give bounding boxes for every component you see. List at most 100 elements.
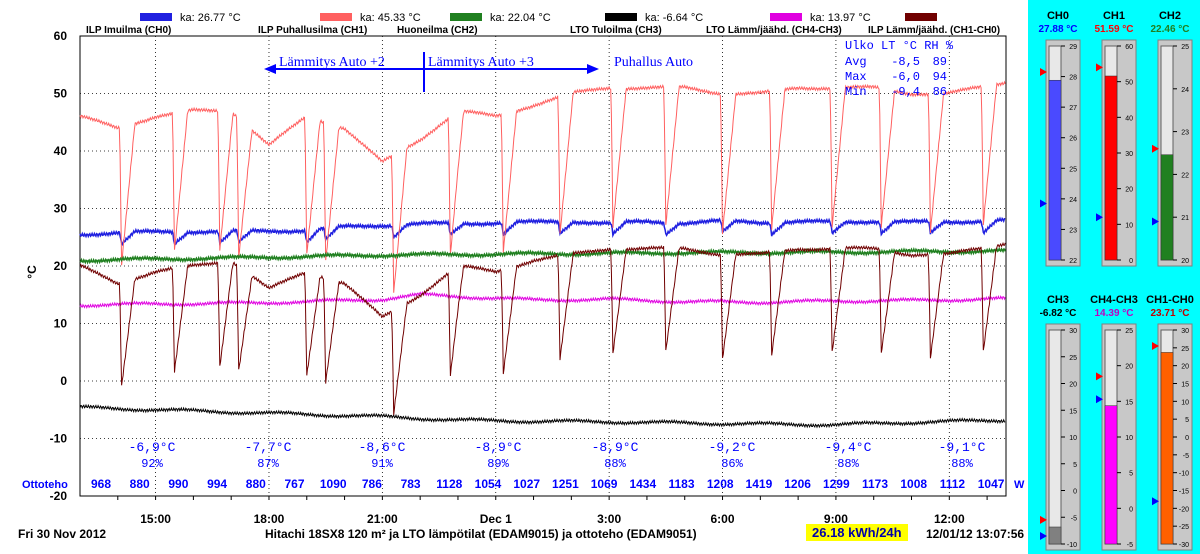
gauge-fill xyxy=(1048,79,1062,261)
gauge-name: CH2 xyxy=(1158,10,1181,22)
min-marker xyxy=(1096,213,1103,222)
gauge-value: 51.59 °C xyxy=(1094,24,1134,35)
gauge-tick-label: 25 xyxy=(1125,328,1133,335)
ottoteho-label: Ottoteho xyxy=(22,479,68,491)
gauge-tick-label: 0 xyxy=(1073,489,1077,496)
gauge-tick-label: 22 xyxy=(1181,172,1189,179)
min-marker xyxy=(1040,531,1047,540)
weather-rh: 89% xyxy=(487,457,509,471)
gauge-ch3: CH3 -6.82 °C -10 -5 0 5 10 15 20 25 30 xyxy=(1032,294,1084,551)
series-line-1 xyxy=(79,80,1006,293)
y-tick-label: 10 xyxy=(54,317,68,331)
ottoteho-value: 1008 xyxy=(900,477,927,491)
weather-temp: -8,9°C xyxy=(592,440,639,455)
gauge-tick-label: 20 xyxy=(1125,187,1133,194)
y-tick-label: -10 xyxy=(50,432,68,446)
gauge-tick-label: 50 xyxy=(1125,80,1133,87)
gauge-tick-label: 0 xyxy=(1129,506,1133,513)
x-tick-label: 6:00 xyxy=(711,512,735,526)
gauge-tick-label: 22 xyxy=(1069,258,1077,265)
gauge-tick-label: 20 xyxy=(1125,364,1133,371)
min-marker xyxy=(1152,497,1159,506)
gauge-ch2: CH2 22.46 °C 20 21 22 23 24 25 xyxy=(1144,10,1196,267)
stats-label: Min xyxy=(845,85,867,99)
gauge-tube xyxy=(1048,329,1062,545)
date-label: Fri 30 Nov 2012 xyxy=(18,527,107,541)
weather-rh: 91% xyxy=(371,457,393,471)
weather-rh: 86% xyxy=(721,457,743,471)
weather-rh: 88% xyxy=(837,457,859,471)
gauge-graphic: -5 0 5 10 15 20 25 xyxy=(1096,323,1137,551)
gauge-tick-label: 25 xyxy=(1069,166,1077,173)
gauge-tick-label: -25 xyxy=(1179,524,1189,531)
gauge-tick-label: 30 xyxy=(1125,151,1133,158)
weather-temp: -9,4°C xyxy=(825,440,872,455)
ottoteho-value: 1434 xyxy=(629,477,656,491)
ottoteho-value: 968 xyxy=(91,477,111,491)
gauge-tick-label: 5 xyxy=(1185,417,1189,424)
gauge-graphic: 0 10 20 30 40 50 60 xyxy=(1096,39,1137,267)
gauge-tick-label: 23 xyxy=(1069,227,1077,234)
weather-rh: 88% xyxy=(951,457,973,471)
ottoteho-value: 1069 xyxy=(591,477,618,491)
ottoteho-value: 880 xyxy=(130,477,150,491)
legend-average: ka: 45.33 °C xyxy=(360,12,421,24)
weather-temp: -9,1°C xyxy=(939,440,986,455)
gauge-tick-label: 27 xyxy=(1069,105,1077,112)
gauge-tick-label: 40 xyxy=(1125,115,1133,122)
legend-label: LTO Tuloilma (CH3) xyxy=(570,25,662,36)
ottoteho-value: 990 xyxy=(168,477,188,491)
ottoteho-unit: W xyxy=(1014,479,1025,491)
gauge-fill xyxy=(1160,154,1174,261)
gauge-tick-label: 29 xyxy=(1069,44,1077,51)
stats-rh: 94 xyxy=(933,70,947,84)
y-tick-label: 0 xyxy=(60,374,67,388)
mode-label: Puhallus Auto xyxy=(614,55,693,70)
ottoteho-value: 1027 xyxy=(513,477,540,491)
ottoteho-value: 1090 xyxy=(320,477,347,491)
gauge-value: -6.82 °C xyxy=(1039,308,1077,319)
weather-temp: -8,9°C xyxy=(475,440,522,455)
ottoteho-value: 1173 xyxy=(862,477,888,491)
stats-temp: -9,4 xyxy=(891,85,920,99)
ottoteho-value: 1419 xyxy=(746,477,773,491)
chart-area: 60 50 40 30 20 10 0 -10 -20 °C 15:00 18:00 21:00 Dec … xyxy=(0,0,1028,554)
gauge-tick-label: 28 xyxy=(1069,75,1077,82)
y-tick-label: 40 xyxy=(54,144,68,158)
weather-rh: 88% xyxy=(604,457,626,471)
gauge-tick-label: 15 xyxy=(1125,399,1133,406)
ottoteho-value: 1183 xyxy=(668,477,694,491)
gauge-tick-label: 25 xyxy=(1181,44,1189,51)
gauge-tick-label: -20 xyxy=(1179,506,1189,513)
series-line-5 xyxy=(79,241,1006,416)
gauge-tick-label: 0 xyxy=(1129,258,1133,265)
gauge-tick-label: 10 xyxy=(1181,399,1189,406)
stats-rh: 86 xyxy=(933,85,947,99)
legend-label: Huoneilma (CH2) xyxy=(397,25,478,36)
y-tick-label: 50 xyxy=(54,87,68,101)
gauge-tick-label: 10 xyxy=(1069,435,1077,442)
legend-average: ka: 22.04 °C xyxy=(490,12,551,24)
legend-average: ka: -6.64 °C xyxy=(645,12,703,24)
gauge-name: CH3 xyxy=(1046,294,1069,306)
gauge-tick-label: 25 xyxy=(1181,346,1189,353)
series-line-2 xyxy=(79,246,1006,265)
energy-badge: 26.18 kWh/24h xyxy=(806,524,908,541)
x-tick-label: 21:00 xyxy=(367,512,398,526)
gauge-tick-label: 24 xyxy=(1181,87,1189,94)
max-marker xyxy=(1040,67,1047,76)
gauge-tick-label: 60 xyxy=(1125,44,1133,51)
stats-label: Avg xyxy=(845,55,867,69)
gauge-tick-label: 30 xyxy=(1181,328,1189,335)
weather-temp: -6,9°C xyxy=(129,440,176,455)
gauge-tick-label: -5 xyxy=(1071,515,1077,522)
max-marker xyxy=(1152,342,1159,351)
gauge-tick-label: -30 xyxy=(1179,542,1189,549)
y-tick-label: 30 xyxy=(54,202,68,216)
gauge-tick-label: 26 xyxy=(1069,136,1077,143)
y-tick-label: 20 xyxy=(54,259,68,273)
gauge-tick-label: -5 xyxy=(1127,542,1133,549)
ottoteho-value: 1208 xyxy=(707,477,734,491)
gauge-graphic: 20 21 22 23 24 25 xyxy=(1152,39,1193,267)
timestamp: 12/01/12 13:07:56 xyxy=(926,527,1025,541)
